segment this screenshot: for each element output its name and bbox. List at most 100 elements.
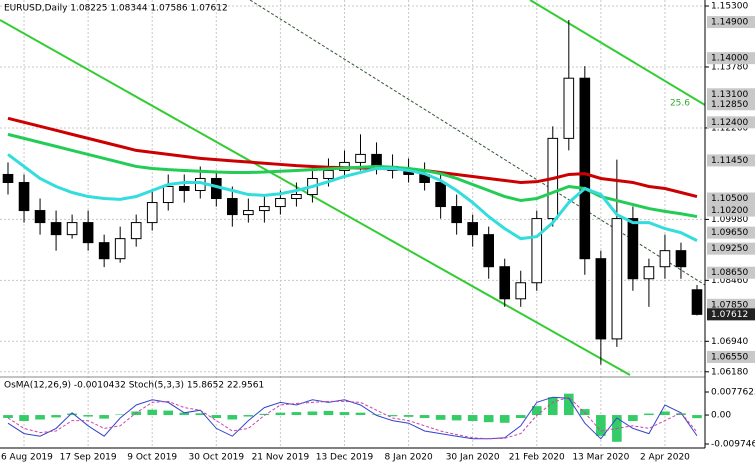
x-tick-label: 8 Jan 2020 <box>384 453 432 463</box>
annotation: 25.6 <box>670 99 690 109</box>
osma-bar <box>99 415 109 419</box>
osma-bar <box>211 415 222 419</box>
osma-bar <box>628 415 638 421</box>
osma-bar <box>51 415 61 418</box>
candle-body <box>611 218 623 340</box>
level-label: 1.10200 <box>711 206 748 216</box>
osma-bar <box>19 415 29 421</box>
candle-body <box>659 250 671 268</box>
level-label: 1.14000 <box>711 54 748 64</box>
level-label: 1.06550 <box>711 352 748 362</box>
chart-title: EURUSD,Daily 1.08225 1.08344 1.07586 1.0… <box>4 4 228 14</box>
x-tick-label: 30 Jan 2020 <box>446 453 500 463</box>
y-tick-label: 1.08460 <box>711 276 748 286</box>
candle-body <box>627 218 639 280</box>
osma-bar <box>291 412 302 416</box>
candle-body <box>243 210 254 216</box>
level-label: 1.08650 <box>711 268 748 278</box>
osma-bar <box>67 413 77 416</box>
candle-body <box>643 266 655 280</box>
level-label-bg <box>707 88 755 101</box>
x-tick-label: 9 Oct 2019 <box>127 453 177 463</box>
osc-tick-label: 0.00 <box>711 411 731 421</box>
osc-tick-label: -0.009746 <box>711 440 755 450</box>
osma-bar <box>195 413 206 416</box>
osma-bar <box>227 415 238 420</box>
x-tick-label: 30 Oct 2019 <box>188 453 244 463</box>
osma-bar <box>179 412 190 416</box>
level-label: 1.09250 <box>711 244 748 254</box>
candle-body <box>2 173 14 183</box>
candle-body <box>435 181 446 208</box>
level-label: 1.12400 <box>711 118 748 128</box>
x-tick-label: 13 Mar 2020 <box>572 453 629 463</box>
plot <box>2 20 703 365</box>
osma-bar <box>403 415 414 417</box>
osma-bar <box>692 415 702 419</box>
osma-bar <box>547 397 558 416</box>
candle-body <box>50 222 62 236</box>
candle-body <box>178 185 190 192</box>
level-label-bg <box>707 242 755 255</box>
osma-bar <box>564 393 574 416</box>
osma-bar <box>580 409 590 416</box>
osma-bar <box>596 415 606 436</box>
osma-bar <box>163 410 174 416</box>
candle-body <box>275 198 286 208</box>
candle-body <box>98 242 110 260</box>
candle-body <box>227 198 238 216</box>
candle-body <box>531 218 543 284</box>
osma-bar <box>371 414 382 416</box>
level-label-bg <box>707 192 755 205</box>
osma-bar <box>243 415 254 417</box>
osma-bar <box>451 415 462 421</box>
osma-bar <box>435 415 446 420</box>
level-label-bg <box>707 154 755 167</box>
osma-bar <box>307 411 318 416</box>
candle-body <box>563 77 575 139</box>
osma-bar <box>115 414 125 416</box>
candle-body <box>483 234 494 268</box>
candle-body <box>499 266 511 300</box>
candle-body <box>675 250 687 268</box>
level-label-bg <box>707 350 755 363</box>
y-tick-label: 1.06940 <box>711 337 748 347</box>
osma-bar <box>275 412 286 416</box>
y-tick-label: 1.06180 <box>711 367 748 377</box>
osma-bar <box>467 415 478 421</box>
y-tick-label: 1.15300 <box>711 2 748 12</box>
candle-body <box>355 153 366 163</box>
osma-bar <box>515 415 526 419</box>
osma-bar <box>323 410 334 416</box>
level-label: 1.10500 <box>711 194 748 204</box>
candle-body <box>467 222 478 236</box>
candle-body <box>162 185 174 204</box>
moving-average <box>7 132 698 219</box>
candle-body <box>114 238 126 260</box>
level-label-bg <box>707 204 755 217</box>
x-tick-label: 17 Sep 2019 <box>60 453 117 463</box>
candle-body <box>579 77 591 260</box>
osma-bar <box>644 413 654 416</box>
osma-bar <box>147 409 158 416</box>
level-label: 1.11450 <box>711 156 748 166</box>
osma-bar <box>483 415 494 423</box>
x-tick-label: 21 Nov 2019 <box>252 453 310 463</box>
y-tick-label: 1.09980 <box>711 215 748 225</box>
candle-body <box>34 210 46 224</box>
candle-body <box>291 194 302 200</box>
candle-body <box>323 169 334 179</box>
level-label: 1.13100 <box>711 90 748 100</box>
candle-body <box>130 222 142 240</box>
candle-body <box>82 222 94 244</box>
level-label-bg <box>707 266 755 279</box>
level-label-bg <box>707 226 755 239</box>
level-label-bg <box>707 16 755 29</box>
osma-bar <box>531 406 542 416</box>
level-label-bg <box>707 298 755 311</box>
stochastic-line <box>7 396 698 440</box>
osma-bar <box>83 415 93 417</box>
oscillator-title: OsMA(12,26,9) -0.0010432 Stoch(5,3,3) 15… <box>4 381 264 391</box>
candle-body <box>371 153 382 167</box>
